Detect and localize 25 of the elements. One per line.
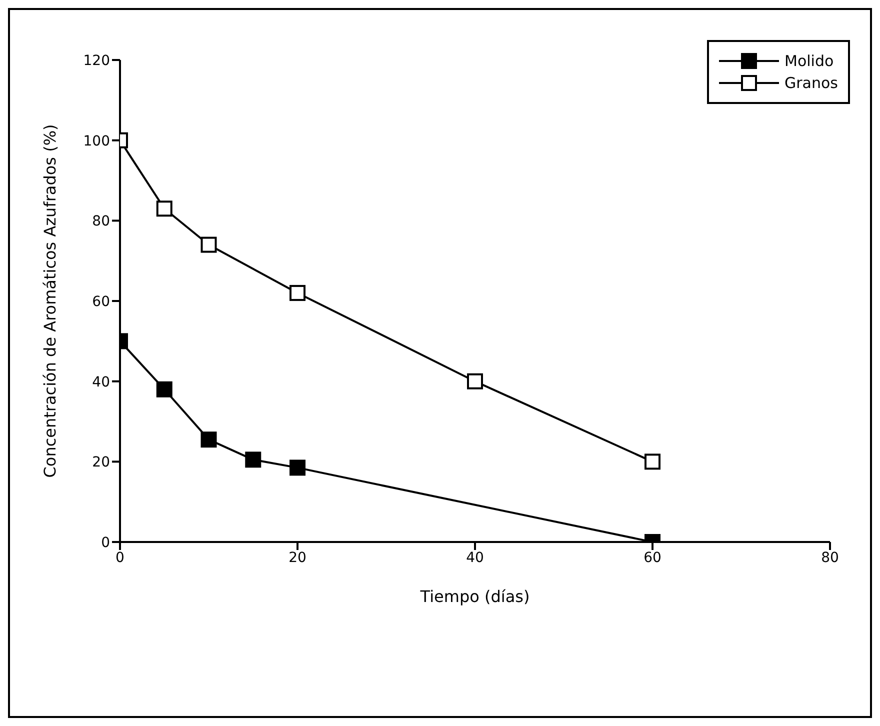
point: [200, 236, 217, 253]
y-tick-label: 0: [101, 534, 110, 551]
point: [245, 452, 262, 468]
y-tick-label: 40: [92, 374, 110, 390]
y-tick-label: 100: [83, 133, 110, 150]
y-tick-label: 120: [83, 52, 110, 69]
x-tick-label: 20: [288, 550, 306, 566]
point: [200, 432, 217, 448]
point: [156, 200, 172, 217]
point: [290, 460, 306, 476]
x-tick-label: 80: [821, 550, 839, 566]
point: [290, 284, 306, 301]
x-tick-label: 40: [466, 550, 484, 566]
y-tick-label: 20: [92, 454, 110, 471]
point: [156, 381, 172, 398]
legend-label: Granos: [784, 74, 838, 92]
y-tick-label: 60: [92, 294, 110, 310]
x-tick-label: 0: [116, 550, 124, 566]
point: [467, 373, 483, 390]
x-tick-label: 60: [644, 550, 662, 566]
y-tick-label: 80: [92, 214, 110, 230]
point: [644, 454, 660, 470]
y-axis-title: Concentración de Aromáticos Azufrados (%): [40, 124, 60, 478]
legend-label: Molido: [784, 52, 834, 70]
x-axis-title: Tiempo (días): [419, 587, 530, 606]
